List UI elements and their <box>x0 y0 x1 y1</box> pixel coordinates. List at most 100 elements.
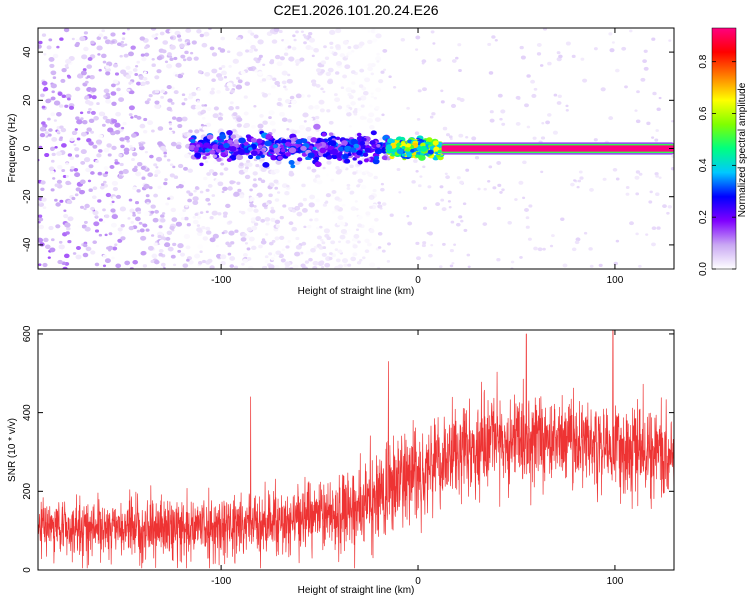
spectrogram-cell <box>202 126 209 131</box>
spectrogram-cell <box>106 246 111 250</box>
spectrogram-cell <box>39 132 46 138</box>
spectrogram-cell <box>295 93 302 99</box>
spectrogram-cell <box>301 241 307 246</box>
spectrogram-cell <box>151 63 156 67</box>
spectrogram-cell <box>229 101 234 105</box>
spectrogram-cell <box>105 92 110 97</box>
spectrogram-cell <box>356 132 362 137</box>
spectrogram-cell <box>635 119 641 124</box>
spectrogram-cell <box>91 195 97 200</box>
spectrogram-cell <box>190 104 197 110</box>
spectrogram-cell <box>216 148 221 153</box>
spectrogram-cell <box>325 193 331 198</box>
spectrogram-cell <box>90 206 95 211</box>
spectrogram-cell <box>44 152 50 158</box>
spectrogram-cell <box>422 165 426 169</box>
spectrogram-cell <box>279 56 285 61</box>
spectrogram-cell <box>258 184 264 189</box>
spectrogram-cell <box>199 190 204 194</box>
spectrogram-cell <box>271 39 278 44</box>
spectrogram-cell <box>341 140 348 146</box>
spectrogram-cell <box>324 56 330 60</box>
spectrogram-cell <box>206 107 212 112</box>
spectrogram-cell <box>144 52 150 57</box>
spectrogram-cell <box>154 173 158 178</box>
spectrogram-cell <box>313 48 319 53</box>
spectrogram-cell <box>489 110 494 114</box>
spectrogram-cell <box>540 136 546 140</box>
spectrogram-cell <box>81 54 88 60</box>
spectrogram-cell <box>309 46 314 50</box>
colorbar-tick-label: 0.8 <box>698 54 709 68</box>
spectrogram-cell <box>124 260 131 266</box>
spectrogram-cell <box>155 166 159 169</box>
spectrogram-cell <box>430 243 434 247</box>
spectrogram-cell <box>507 220 512 225</box>
spectrogram-y-tick-label: -40 <box>22 237 33 252</box>
spectrogram-cell <box>215 244 220 248</box>
spectrogram-cell <box>379 207 383 210</box>
spectrogram-cell <box>264 140 272 147</box>
spectrogram-cell <box>139 123 146 129</box>
spectrogram-cell <box>110 83 116 88</box>
spectrogram-cell <box>574 240 580 245</box>
spectrogram-cell <box>50 70 57 76</box>
spectrogram-cell <box>83 46 89 52</box>
spectrogram-cell <box>328 252 333 256</box>
spectrogram-cell <box>367 39 373 45</box>
snr-x-tick-label: 100 <box>607 576 624 587</box>
spectrogram-cell <box>141 141 146 145</box>
spectrogram-cell <box>350 138 359 145</box>
spectrogram-cell <box>303 41 307 45</box>
spectrogram-cell <box>218 67 223 70</box>
spectrogram-cell <box>149 154 154 159</box>
spectrogram-cell <box>109 202 114 206</box>
spectrogram-cell <box>105 65 110 69</box>
spectrogram-cell <box>432 42 436 45</box>
spectrogram-cell <box>359 258 363 262</box>
spectrogram-cell <box>274 80 281 86</box>
spectrogram-cell <box>166 63 173 69</box>
spectrogram-cell <box>131 133 137 138</box>
spectrogram-cell <box>636 90 640 94</box>
spectrogram-cell <box>182 209 187 213</box>
spectrogram-cell <box>295 30 299 34</box>
spectrogram-cell <box>61 94 66 98</box>
spectrogram-cell <box>344 64 351 70</box>
spectrogram-cell <box>205 226 211 231</box>
spectrogram-cell <box>127 217 131 220</box>
spectrogram-cell <box>334 265 341 269</box>
spectrogram-cell <box>293 38 297 42</box>
colorbar-label: Normalized spectral amplitude <box>737 82 748 217</box>
spectrogram-cell <box>228 64 232 68</box>
spectrogram-cell <box>268 110 275 116</box>
snr-line-path <box>38 330 674 569</box>
spectrogram-cell <box>309 117 313 121</box>
spectrogram-cell <box>257 64 261 68</box>
spectrogram-cell <box>462 202 467 206</box>
spectrogram-cell <box>377 231 383 236</box>
spectrogram-cell <box>98 111 105 117</box>
spectrogram-cell <box>652 91 657 96</box>
spectrogram-cell <box>95 159 99 163</box>
spectrogram-cell <box>375 33 382 39</box>
spectrogram-cell <box>128 225 134 231</box>
spectrogram-cell <box>82 252 89 258</box>
spectrogram-cell <box>164 60 169 64</box>
spectrogram-cell <box>250 44 256 50</box>
spectrogram-cell <box>415 35 421 40</box>
spectrogram-cell <box>427 149 434 155</box>
spectrogram-cell <box>111 256 115 260</box>
spectrogram-cell <box>130 116 134 119</box>
spectrogram-cell <box>342 74 348 79</box>
spectrogram-cell <box>128 113 133 117</box>
spectrogram-cell <box>97 199 102 203</box>
spectrogram-cell <box>57 165 63 170</box>
spectrogram-cell <box>232 112 238 117</box>
spectrogram-cell <box>122 168 129 175</box>
spectrogram-cell <box>76 73 84 79</box>
spectrogram-cell <box>111 40 115 44</box>
spectrogram-cell <box>275 250 282 255</box>
spectrogram-cell <box>347 229 351 232</box>
spectrogram-cell <box>136 189 141 193</box>
